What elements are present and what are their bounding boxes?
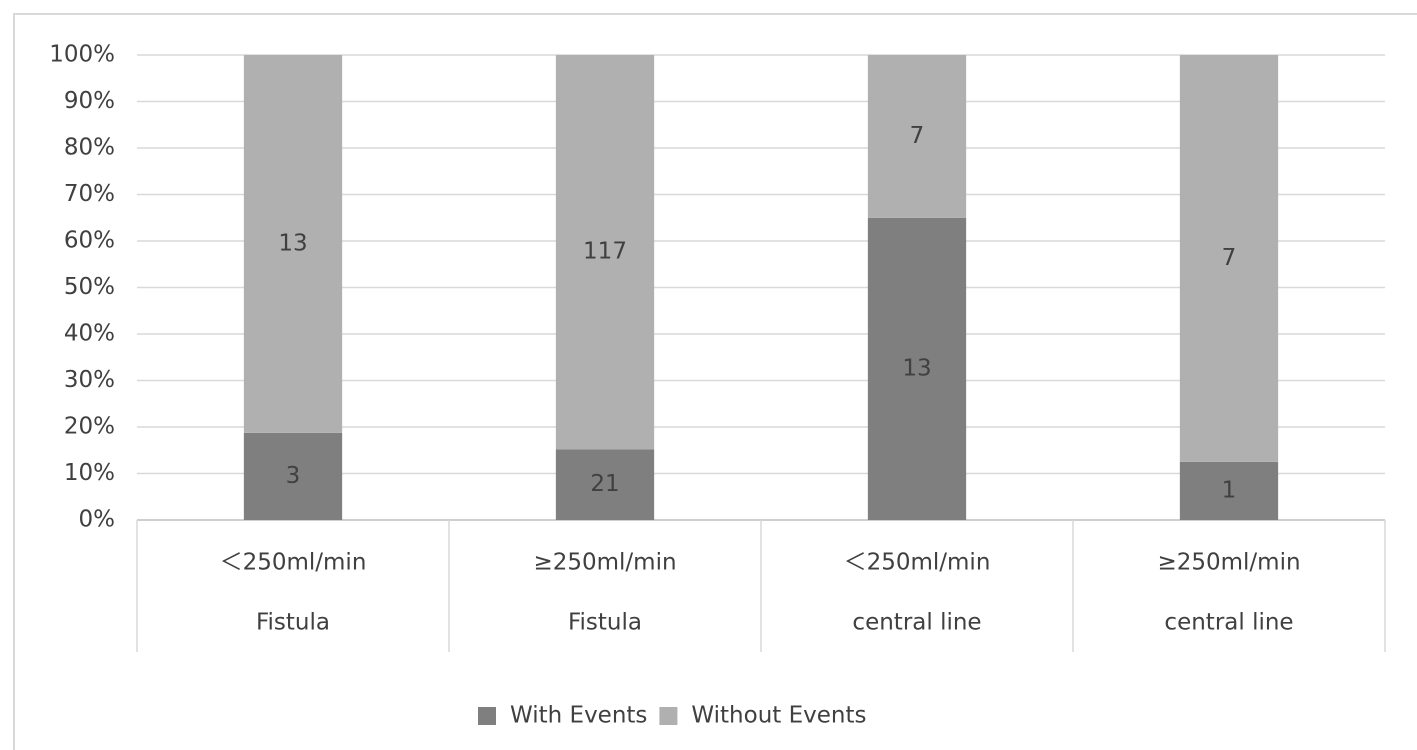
bar-segment	[243, 55, 343, 433]
y-tick-label: 10%	[64, 460, 115, 486]
data-label: 13	[278, 230, 307, 256]
data-label: 7	[1222, 245, 1237, 271]
x-tick-label: ≥250ml/min	[533, 550, 676, 576]
y-tick-label: 30%	[64, 367, 115, 393]
legend-label: With Events	[510, 703, 647, 729]
x-group-label: Fistula	[256, 610, 330, 636]
bar-segment	[1179, 55, 1279, 462]
x-group-label: central line	[852, 610, 981, 636]
y-tick-label: 0%	[79, 507, 116, 533]
x-group-label: Fistula	[568, 610, 642, 636]
y-tick-label: 40%	[64, 321, 115, 347]
bar-segment	[555, 55, 655, 450]
x-tick-label: ＜250ml/min	[844, 550, 991, 576]
legend-swatch	[478, 707, 496, 725]
bar-segment	[1179, 461, 1279, 520]
bar-segment	[243, 432, 343, 520]
bar-segment	[555, 449, 655, 520]
x-tick-label: ＜250ml/min	[220, 550, 367, 576]
chart-border	[13, 13, 1417, 750]
data-label: 117	[583, 239, 627, 265]
y-tick-label: 90%	[64, 88, 115, 114]
y-tick-label: 80%	[64, 135, 115, 161]
bar-segment	[867, 217, 967, 520]
bar-segment	[867, 55, 967, 218]
data-label: 21	[590, 471, 619, 497]
legend-swatch	[659, 707, 678, 725]
data-label: 3	[286, 463, 301, 489]
legend-label: Without Events	[691, 703, 866, 729]
y-tick-label: 60%	[64, 228, 115, 254]
y-tick-label: 20%	[64, 414, 115, 440]
x-group-label: central line	[1164, 610, 1293, 636]
y-tick-label: 70%	[64, 181, 115, 207]
y-tick-label: 50%	[64, 274, 115, 300]
x-tick-label: ≥250ml/min	[1157, 550, 1300, 576]
y-tick-label: 100%	[49, 42, 115, 68]
data-label: 1	[1222, 477, 1237, 503]
data-label: 7	[910, 123, 925, 149]
data-label: 13	[902, 355, 931, 381]
